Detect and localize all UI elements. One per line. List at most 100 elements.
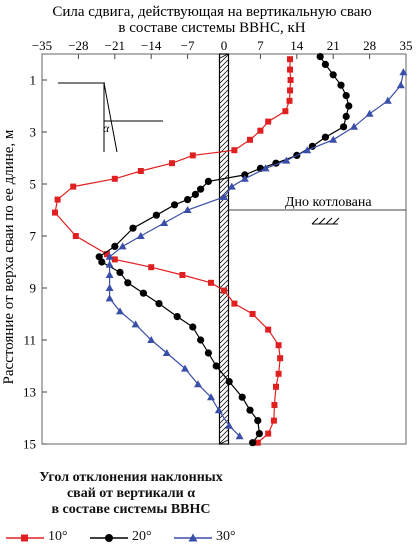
data-point (191, 190, 199, 198)
data-point (54, 196, 61, 203)
pile-hatch (219, 119, 229, 129)
pile-hatch (219, 134, 229, 144)
data-point (287, 87, 294, 94)
data-point (225, 378, 233, 386)
y-tick-label: 5 (30, 177, 37, 192)
y-tick-label: 9 (30, 281, 37, 296)
pile-hatch (219, 344, 229, 354)
pile-hatch (219, 109, 229, 119)
data-point (273, 383, 279, 390)
pile-hatch (219, 394, 229, 404)
data-point (238, 393, 246, 401)
legend-title: Угол отклонения наклонных свай от вертик… (0, 470, 262, 518)
data-point (171, 201, 179, 209)
x-tick-label: 14 (290, 38, 304, 53)
pile-hatch (219, 69, 229, 79)
data-point (160, 219, 169, 226)
pile-drawing (218, 53, 230, 445)
pile-hatch (219, 429, 229, 439)
pile-hatch (219, 294, 229, 304)
data-point (247, 136, 253, 143)
data-point (189, 323, 197, 331)
pile-hatch (219, 224, 229, 234)
data-point (265, 118, 272, 125)
data-point (162, 349, 171, 356)
data-point (173, 313, 181, 321)
data-point (240, 174, 249, 182)
pile-hatch (219, 389, 229, 399)
pile-hatch (219, 329, 229, 339)
data-point (255, 430, 263, 438)
legend-label-10: 10° (48, 529, 68, 544)
pile-hatch (219, 439, 229, 445)
x-tick-label: 0 (221, 38, 228, 53)
y-tick-label: 1 (30, 73, 37, 88)
data-point (345, 102, 353, 110)
pile-hatch (219, 84, 229, 94)
pile-hatch (219, 354, 229, 364)
data-point (116, 268, 124, 276)
data-point (197, 185, 205, 193)
x-axis-ticks: −35 −28 −21 −14 −7 0 7 14 21 28 35 (32, 38, 413, 59)
x-tick-label: −28 (68, 38, 88, 53)
data-point (286, 97, 293, 104)
data-point (131, 320, 140, 328)
pile-hatch (219, 159, 229, 169)
x-tick-label: −21 (105, 38, 125, 53)
pile-hatch (219, 349, 229, 359)
data-point (148, 264, 155, 271)
data-point (184, 196, 192, 204)
series-20-deg (95, 53, 353, 447)
pile-hatch (219, 259, 229, 269)
data-point (105, 284, 114, 291)
pile-hatch (219, 319, 229, 329)
ground-hatch (311, 217, 319, 225)
x-tick-label: −7 (181, 38, 195, 53)
pile-hatch (219, 324, 229, 334)
pile-hatch (219, 359, 229, 369)
pile-hatch (219, 54, 229, 64)
data-point (189, 152, 196, 159)
pile-hatch (219, 164, 229, 174)
data-point (342, 112, 350, 120)
data-point (111, 242, 119, 250)
data-point (212, 362, 220, 370)
data-point (249, 311, 256, 317)
data-point (287, 77, 294, 83)
pile-hatch (219, 399, 229, 409)
y-tick-label: 15 (23, 437, 36, 452)
pile-hatch (219, 129, 229, 139)
data-point (329, 71, 337, 79)
data-point (340, 123, 348, 131)
data-point (152, 211, 160, 219)
pile-hatch (219, 99, 229, 109)
data-point (105, 271, 114, 278)
x-tick-label: 21 (327, 38, 340, 53)
data-point (308, 142, 316, 150)
data-point (98, 258, 106, 266)
data-point (129, 224, 137, 232)
plot-area: α Дно котлована (41, 53, 408, 447)
data-point (111, 175, 118, 182)
data-point (181, 364, 189, 372)
data-point (139, 289, 147, 297)
pile-hatch (219, 94, 229, 104)
pile-hatch (219, 139, 229, 149)
legend-swatch-20 (90, 534, 128, 542)
pile-hatch (219, 239, 229, 249)
series-30-deg (105, 68, 408, 440)
series-line (54, 59, 292, 444)
pile-hatch (219, 339, 229, 349)
data-point (105, 260, 114, 268)
ground-hatch (332, 217, 340, 225)
data-point (282, 108, 289, 115)
pile-hatch (219, 434, 229, 444)
data-point (261, 164, 270, 172)
x-tick-label: 7 (257, 38, 264, 53)
data-point (214, 406, 223, 414)
data-point (104, 251, 110, 258)
data-point (105, 252, 114, 260)
inset-inclined-line (103, 82, 118, 153)
data-point (204, 349, 212, 357)
pile-hatch (219, 409, 229, 419)
